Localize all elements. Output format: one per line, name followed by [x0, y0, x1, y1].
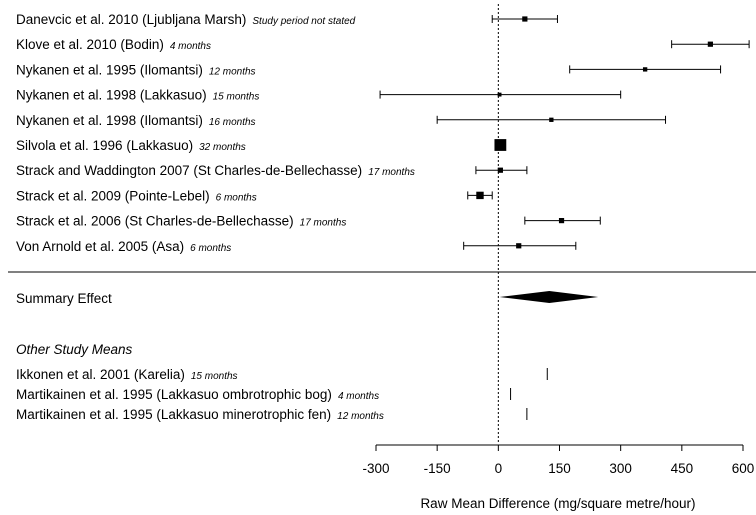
other-mean-duration-0: 15 months	[191, 371, 238, 382]
estimate-point-0	[522, 16, 528, 22]
x-tick-label-4: 300	[609, 461, 632, 476]
study-duration-8: 17 months	[300, 218, 347, 229]
study-duration-4: 16 months	[209, 117, 256, 128]
study-label-0: Danevcic et al. 2010 (Ljubljana Marsh)	[16, 12, 246, 27]
study-label-3: Nykanen et al. 1998 (Lakkasuo)	[16, 88, 207, 103]
other-study-means-header: Other Study Means	[16, 342, 133, 357]
study-duration-2: 12 months	[209, 66, 256, 77]
estimate-point-9	[516, 243, 522, 249]
estimate-point-5	[494, 139, 507, 151]
estimate-point-2	[642, 67, 648, 72]
study-label-7: Strack et al. 2009 (Pointe-Lebel)	[16, 188, 210, 203]
estimate-point-8	[558, 218, 565, 224]
study-labels: Danevcic et al. 2010 (Ljubljana Marsh) St…	[16, 12, 415, 422]
study-label-5: Silvola et al. 1996 (Lakkasuo)	[16, 138, 193, 153]
x-axis-label: Raw Mean Difference (mg/square metre/hou…	[420, 496, 695, 511]
x-tick-label-1: -150	[424, 461, 451, 476]
x-tick-label-5: 450	[671, 461, 694, 476]
x-tick-label-3: 150	[548, 461, 571, 476]
study-duration-1: 4 months	[170, 41, 211, 52]
x-tick-label-6: 600	[732, 461, 755, 476]
other-mean-label-1: Martikainen et al. 1995 (Lakkasuo ombrot…	[16, 387, 332, 402]
study-label-9: Von Arnold et al. 2005 (Asa)	[16, 239, 184, 254]
study-label-1: Klove et al. 2010 (Bodin)	[16, 37, 164, 52]
estimate-point-7	[476, 191, 484, 200]
study-label-4: Nykanen et al. 1998 (Ilomantsi)	[16, 113, 203, 128]
study-label-6: Strack and Waddington 2007 (St Charles-d…	[16, 163, 362, 178]
x-axis: -300 -150 0 150 300 450 600	[362, 444, 755, 476]
study-duration-6: 17 months	[368, 167, 415, 178]
study-duration-9: 6 months	[190, 243, 231, 254]
study-duration-3: 15 months	[213, 92, 260, 103]
summary-diamond	[499, 291, 599, 303]
x-tick-label-2: 0	[495, 461, 503, 476]
study-duration-0: Study period not stated	[252, 16, 355, 27]
estimate-point-1	[707, 41, 713, 47]
study-label-8: Strack et al. 2006 (St Charles-de-Bellec…	[16, 214, 294, 229]
study-duration-7: 6 months	[216, 192, 257, 203]
other-mean-label-0: Ikkonen et al. 2001 (Karelia)	[16, 367, 185, 382]
estimate-point-3	[497, 92, 502, 97]
estimate-point-4	[549, 117, 554, 122]
estimate-point-6	[497, 167, 503, 173]
x-tick-label-0: -300	[362, 461, 389, 476]
other-mean-duration-1: 4 months	[338, 391, 379, 402]
study-label-2: Nykanen et al. 1995 (Ilomantsi)	[16, 62, 203, 77]
chart-marks	[379, 15, 750, 420]
other-mean-duration-2: 12 months	[337, 411, 384, 422]
other-mean-label-2: Martikainen et al. 1995 (Lakkasuo minero…	[16, 407, 331, 422]
summary-label: Summary Effect	[16, 291, 112, 306]
study-duration-5: 32 months	[199, 142, 246, 153]
